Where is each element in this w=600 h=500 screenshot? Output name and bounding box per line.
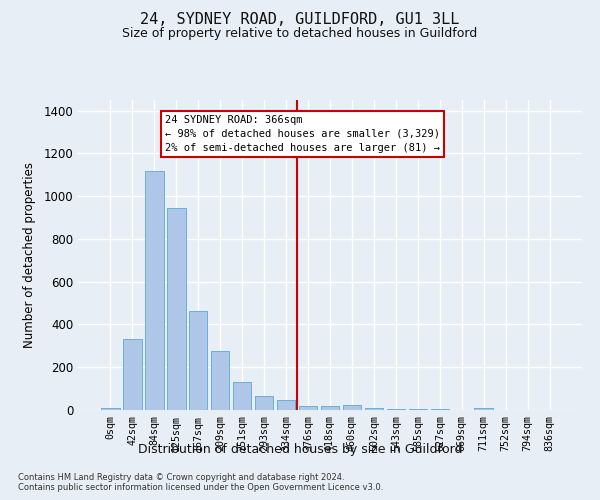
Y-axis label: Number of detached properties: Number of detached properties: [23, 162, 37, 348]
Bar: [343, 404, 361, 410]
Bar: [101, 408, 119, 410]
Bar: [145, 170, 164, 410]
Bar: [167, 208, 185, 410]
Bar: [475, 408, 493, 410]
Text: Distribution of detached houses by size in Guildford: Distribution of detached houses by size …: [138, 442, 462, 456]
Bar: [233, 382, 251, 410]
Bar: [277, 400, 295, 410]
Bar: [409, 409, 427, 410]
Text: Contains public sector information licensed under the Open Government Licence v3: Contains public sector information licen…: [18, 484, 383, 492]
Bar: [189, 310, 208, 410]
Text: 24, SYDNEY ROAD, GUILDFORD, GU1 3LL: 24, SYDNEY ROAD, GUILDFORD, GU1 3LL: [140, 12, 460, 28]
Bar: [365, 408, 383, 410]
Bar: [123, 340, 142, 410]
Bar: [299, 406, 317, 410]
Bar: [320, 406, 340, 410]
Text: Contains HM Land Registry data © Crown copyright and database right 2024.: Contains HM Land Registry data © Crown c…: [18, 472, 344, 482]
Text: 24 SYDNEY ROAD: 366sqm
← 98% of detached houses are smaller (3,329)
2% of semi-d: 24 SYDNEY ROAD: 366sqm ← 98% of detached…: [165, 115, 440, 153]
Bar: [211, 351, 229, 410]
Bar: [255, 396, 274, 410]
Text: Size of property relative to detached houses in Guildford: Size of property relative to detached ho…: [122, 28, 478, 40]
Bar: [386, 409, 405, 410]
Bar: [431, 409, 449, 410]
